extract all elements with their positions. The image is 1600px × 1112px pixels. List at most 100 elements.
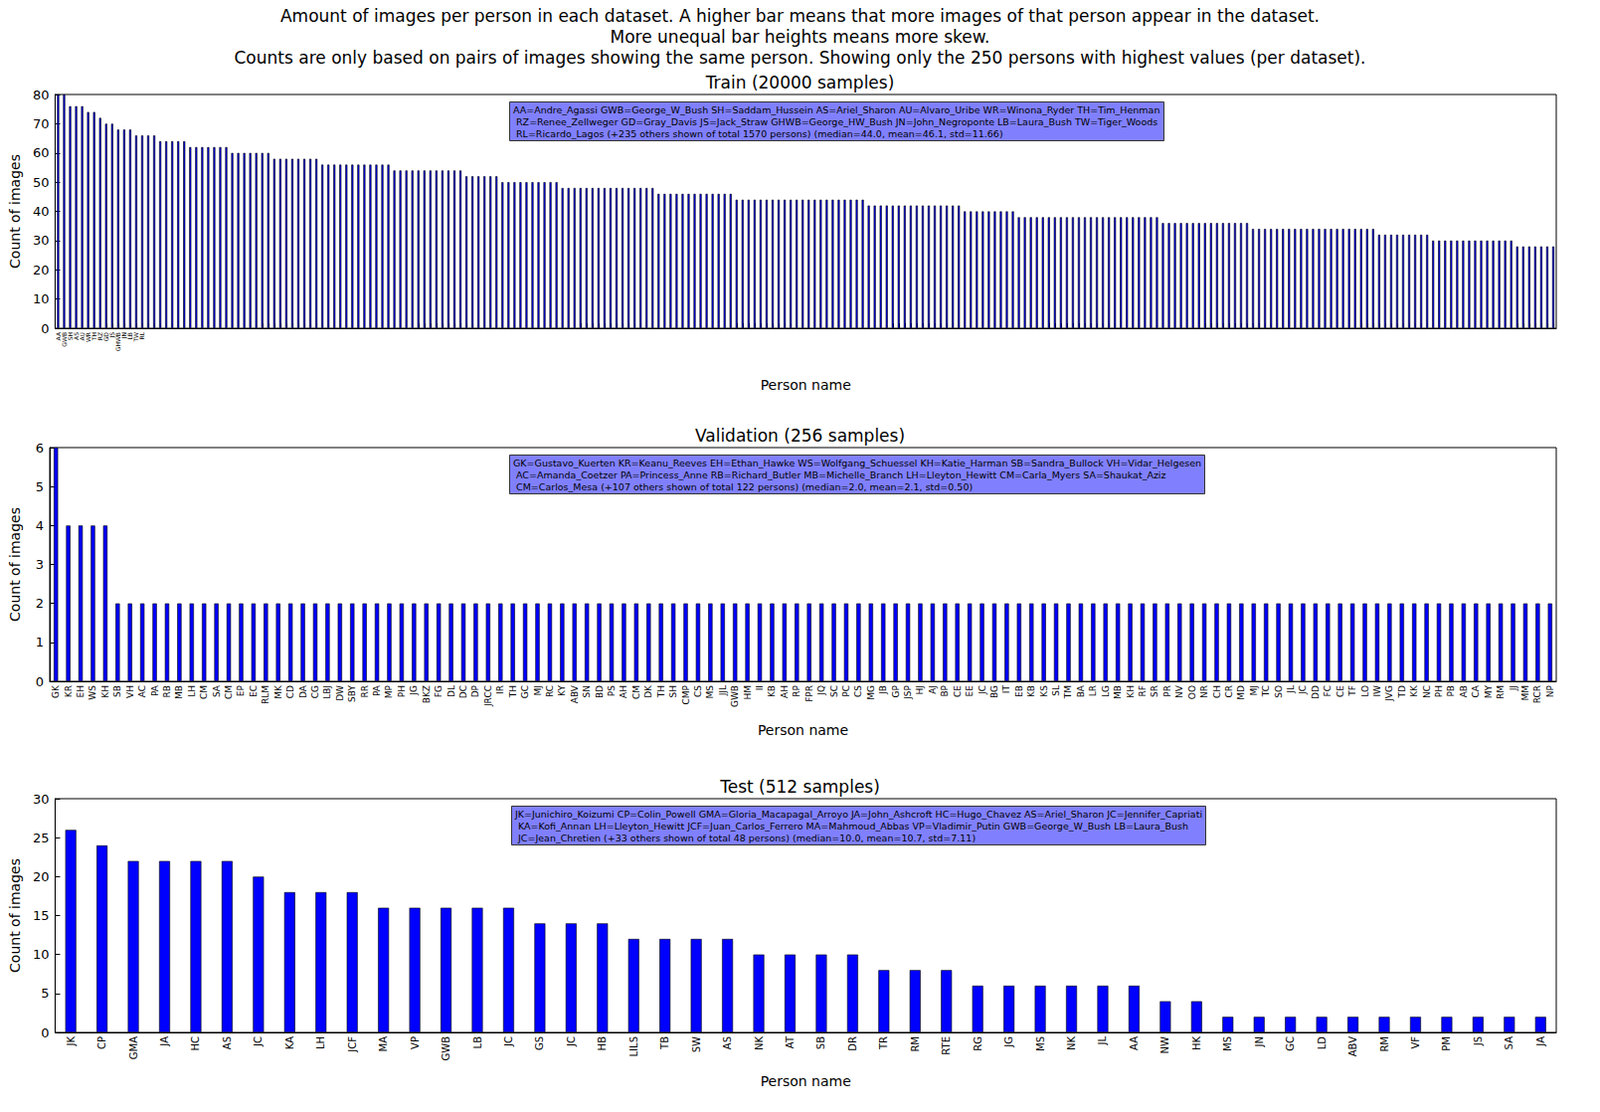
svg-text:DW: DW — [335, 685, 346, 702]
svg-text:RM: RM — [1379, 1036, 1391, 1053]
svg-text:CD: CD — [285, 685, 296, 699]
svg-text:HB: HB — [596, 1036, 608, 1052]
svg-text:EE: EE — [964, 685, 975, 698]
svg-text:TF: TF — [1347, 685, 1358, 698]
svg-text:SB: SB — [815, 1036, 827, 1050]
svg-text:CP: CP — [96, 1036, 108, 1050]
svg-text:0: 0 — [40, 1025, 49, 1041]
svg-text:10: 10 — [32, 946, 50, 962]
svg-text:MG: MG — [866, 685, 877, 701]
svg-text:Validation (256 samples): Validation (256 samples) — [695, 425, 905, 446]
svg-text:AH: AH — [618, 685, 629, 699]
svg-text:JC: JC — [565, 1036, 577, 1048]
svg-text:5: 5 — [40, 985, 49, 1001]
svg-text:DR: DR — [847, 1036, 859, 1052]
svg-text:LILS: LILS — [628, 1036, 640, 1057]
svg-text:GWB: GWB — [440, 1036, 452, 1062]
svg-text:DK: DK — [643, 684, 654, 699]
svg-text:GC: GC — [520, 685, 531, 699]
svg-text:CS: CS — [853, 685, 864, 698]
svg-text:DP: DP — [470, 684, 481, 698]
svg-text:NW: NW — [1159, 1036, 1171, 1054]
svg-text:RC: RC — [544, 685, 555, 698]
svg-text:JK=Junichiro_Koizumi CP=Colin_: JK=Junichiro_Koizumi CP=Colin_Powell GMA… — [514, 808, 1203, 820]
svg-text:AS: AS — [721, 1036, 733, 1050]
svg-text:LH: LH — [315, 1036, 327, 1050]
svg-text:KB: KB — [766, 685, 777, 698]
svg-text:HK: HK — [1191, 1036, 1203, 1052]
svg-text:SA: SA — [211, 684, 222, 698]
svg-text:EB: EB — [1014, 685, 1025, 698]
svg-text:RP: RP — [791, 684, 802, 697]
svg-text:KR: KR — [63, 685, 74, 698]
svg-text:SR: SR — [1149, 685, 1160, 698]
svg-text:EP: EP — [235, 684, 246, 697]
svg-text:NC: NC — [1422, 685, 1432, 699]
svg-text:RL=Ricardo_Lagos (+235 others: RL=Ricardo_Lagos (+235 others shown of t… — [513, 128, 1004, 140]
svg-text:80: 80 — [32, 87, 50, 103]
svg-text:CMP: CMP — [681, 684, 692, 705]
svg-text:TD: TD — [1397, 685, 1408, 699]
svg-text:TR: TR — [878, 1036, 889, 1051]
svg-text:GWB: GWB — [729, 685, 740, 708]
svg-text:GMA: GMA — [128, 1036, 140, 1060]
svg-text:MD: MD — [1236, 685, 1246, 701]
svg-text:VP: VP — [409, 1036, 421, 1050]
svg-text:TC: TC — [1260, 685, 1271, 698]
svg-text:CS: CS — [693, 685, 704, 698]
svg-text:JC=Jean_Chretien (+33 others s: JC=Jean_Chretien (+33 others shown of to… — [515, 832, 976, 844]
svg-text:JCF: JCF — [347, 1036, 358, 1054]
svg-text:SO: SO — [1273, 685, 1284, 699]
svg-text:DC: DC — [458, 685, 469, 699]
svg-text:JVG: JVG — [1384, 685, 1395, 703]
svg-text:LG: LG — [1100, 685, 1111, 698]
svg-text:JSP: JSP — [902, 684, 913, 700]
svg-text:3: 3 — [35, 556, 44, 572]
svg-text:MY: MY — [1483, 685, 1494, 700]
svg-text:KH: KH — [100, 685, 111, 699]
svg-text:MS: MS — [1035, 1036, 1047, 1052]
svg-text:SW: SW — [691, 1036, 703, 1053]
svg-text:II: II — [754, 685, 765, 691]
svg-text:IT: IT — [1001, 685, 1012, 695]
svg-text:JG: JG — [408, 685, 419, 697]
svg-text:70: 70 — [32, 116, 50, 132]
svg-text:JG: JG — [1003, 1036, 1015, 1049]
svg-text:SH: SH — [668, 685, 679, 698]
svg-text:IR: IR — [495, 685, 506, 695]
svg-text:Count of images: Count of images — [6, 507, 23, 622]
svg-text:5: 5 — [35, 479, 44, 495]
svg-text:MJ: MJ — [533, 685, 543, 696]
svg-text:AA=Andre_Agassi GWB=George_W_B: AA=Andre_Agassi GWB=George_W_Bush SH=Sad… — [513, 104, 1160, 116]
svg-text:MK: MK — [273, 684, 284, 700]
svg-text:DD: DD — [1310, 685, 1321, 700]
svg-text:PB: PB — [1445, 685, 1456, 698]
svg-text:MP: MP — [383, 684, 394, 699]
svg-text:RR: RR — [359, 685, 370, 699]
svg-text:AC: AC — [137, 685, 148, 698]
svg-text:TB: TB — [659, 1036, 671, 1051]
svg-text:LBJ: LBJ — [322, 685, 333, 700]
svg-text:6: 6 — [35, 440, 44, 456]
svg-text:NR: NR — [1199, 685, 1210, 699]
svg-text:JN: JN — [1253, 1036, 1265, 1048]
svg-text:CH: CH — [1212, 685, 1223, 699]
svg-text:SB: SB — [112, 685, 123, 698]
svg-text:JJL: JJL — [717, 685, 728, 697]
svg-text:RL: RL — [138, 331, 146, 340]
svg-text:0: 0 — [40, 321, 49, 337]
svg-text:CE: CE — [952, 685, 963, 698]
svg-text:IW: IW — [1372, 685, 1383, 698]
svg-text:CM: CM — [631, 685, 642, 700]
svg-text:4: 4 — [35, 518, 44, 534]
svg-text:JA: JA — [1535, 1036, 1547, 1048]
svg-text:RLM: RLM — [260, 685, 271, 705]
svg-text:BA: BA — [1075, 684, 1086, 698]
svg-text:More unequal bar heights means: More unequal bar heights means more skew… — [610, 26, 991, 47]
svg-text:Person name: Person name — [760, 376, 852, 393]
svg-text:20: 20 — [32, 262, 50, 278]
svg-text:SC: SC — [829, 685, 840, 698]
svg-text:SL: SL — [1051, 685, 1062, 697]
svg-text:RM: RM — [1495, 685, 1506, 700]
svg-text:JQ: JQ — [816, 685, 827, 697]
